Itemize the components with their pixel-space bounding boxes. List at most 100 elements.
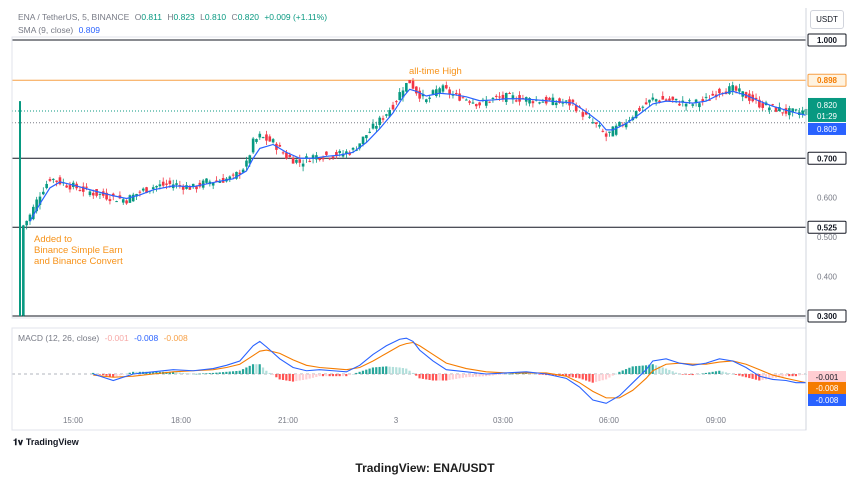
macd-histogram-bar — [205, 373, 208, 374]
candle — [604, 133, 608, 137]
candle — [778, 107, 781, 112]
candle — [381, 118, 385, 120]
currency-unit-button[interactable]: USDT — [810, 10, 844, 29]
candle — [511, 95, 515, 100]
candle — [514, 100, 518, 102]
macd-histogram-bar — [594, 374, 598, 382]
macd-signal-axis-label-box[interactable] — [808, 382, 846, 394]
candle — [85, 186, 88, 188]
price-pane[interactable] — [12, 39, 808, 317]
level-price-label-box[interactable] — [807, 73, 847, 87]
last-price-label-box[interactable] — [808, 97, 846, 122]
macd-histogram-bar — [731, 374, 734, 375]
candle — [358, 143, 362, 149]
candle — [584, 111, 588, 115]
level-price-label-box[interactable] — [807, 309, 847, 323]
candle — [325, 151, 328, 155]
macd-histogram-bar — [691, 374, 694, 376]
time-axis-tick-label: 21:00 — [278, 416, 299, 425]
macd-histogram-bar — [241, 369, 245, 374]
event-annotation: Added to Binance Simple Earn and Binance… — [34, 234, 123, 267]
candle — [451, 94, 455, 96]
macd-hist-axis-label-box[interactable] — [808, 371, 846, 383]
candle — [58, 177, 62, 185]
macd-histogram-bar — [701, 373, 704, 375]
macd-histogram-bar — [485, 374, 488, 377]
macd-histogram-bar — [568, 374, 571, 377]
candle — [375, 126, 378, 129]
macd-histogram-bar — [428, 374, 431, 380]
macd-signal-value: -0.008 — [163, 333, 188, 343]
macd-line-axis-label-box[interactable] — [808, 394, 846, 406]
candle — [781, 112, 784, 114]
macd-histogram-bar — [195, 373, 198, 375]
candle — [141, 188, 145, 191]
level-price-label-box[interactable] — [807, 220, 847, 234]
candle — [261, 137, 265, 139]
candle — [125, 200, 128, 204]
macd-histogram-bar — [355, 372, 358, 374]
candle — [165, 183, 168, 185]
macd-histogram-bar — [475, 374, 478, 377]
candle — [728, 86, 731, 94]
macd-histogram-bar — [231, 371, 235, 374]
candle — [484, 100, 488, 106]
macd-histogram-bar — [518, 373, 521, 374]
macd-histogram-bar — [738, 374, 741, 376]
candle — [405, 83, 408, 92]
macd-histogram-bar — [515, 373, 518, 375]
macd-histogram-bar — [634, 366, 638, 374]
sma-price-label-box[interactable] — [808, 122, 846, 135]
macd-histogram-bar — [305, 374, 308, 380]
macd-histogram-bar — [501, 374, 504, 375]
candle — [271, 139, 275, 143]
candle — [418, 90, 421, 99]
level-price-label-box[interactable] — [807, 151, 847, 165]
tradingview-brand: TradingView — [25, 437, 79, 447]
macd-histogram-bar — [168, 371, 171, 374]
candle — [448, 89, 451, 95]
macd-histogram-bar — [668, 369, 671, 374]
macd-histogram-bar — [215, 372, 218, 374]
sma-legend[interactable]: SMA (9, close) 0.809 — [18, 25, 103, 35]
candle — [55, 180, 58, 182]
macd-histogram-bar — [198, 373, 201, 375]
candle — [331, 156, 335, 159]
candle — [291, 157, 295, 164]
candle — [668, 98, 671, 101]
tradingview-logo[interactable]: 𝟏𝐯 TradingView — [13, 437, 79, 448]
sma-label: SMA (9, close) — [18, 25, 74, 35]
macd-label: MACD (12, 26, close) — [18, 333, 100, 343]
price-axis-tick-label: 0.600 — [817, 194, 838, 203]
candle — [115, 201, 118, 203]
macd-legend[interactable]: MACD (12, 26, close) -0.001 -0.008 -0.00… — [18, 333, 191, 343]
candle — [361, 136, 365, 145]
macd-histogram-bar — [228, 371, 231, 374]
close-value: 0.820 — [237, 12, 259, 22]
axes: 1.000 0.898 0.700 0.525 0.300 0.600 0.500 0.400… — [11, 8, 847, 431]
figure-caption: TradingView: ENA/USDT — [355, 461, 495, 475]
candle — [691, 104, 695, 106]
macd-histogram-bar — [611, 374, 614, 376]
candle — [738, 88, 741, 92]
candle — [155, 185, 158, 188]
sma-line — [29, 88, 807, 222]
macd-histogram-bar — [681, 374, 684, 375]
level-price-label: 1.000 — [817, 36, 838, 45]
candle — [288, 154, 292, 158]
candle — [435, 89, 438, 96]
candle — [241, 169, 245, 173]
candle — [634, 110, 638, 119]
macd-histogram-bar — [694, 374, 698, 375]
macd-histogram-bar — [278, 374, 281, 380]
macd-histogram-bar — [661, 367, 664, 374]
macd-pane[interactable] — [12, 337, 807, 404]
macd-histogram-bar — [331, 374, 335, 377]
candle — [445, 85, 448, 89]
symbol-label[interactable]: ENA / TetherUS, 5, BINANCE — [18, 12, 130, 22]
macd-histogram-bar — [778, 374, 781, 378]
candle — [268, 136, 272, 142]
candle — [678, 103, 681, 106]
level-price-label-box[interactable] — [807, 33, 847, 47]
